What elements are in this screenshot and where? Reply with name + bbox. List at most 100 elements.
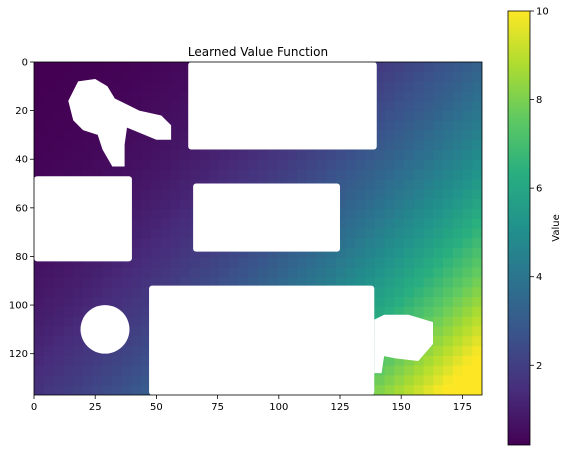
heatmap-cell (423, 189, 434, 200)
heatmap-cell (228, 277, 240, 288)
heatmap-cell (160, 238, 171, 249)
heatmap-cell (121, 287, 132, 298)
heatmap-cell (443, 267, 454, 279)
heatmap-cell (219, 257, 230, 269)
heatmap-cell (306, 159, 318, 171)
heatmap-cell (43, 277, 55, 288)
heatmap-cell (82, 169, 94, 181)
heatmap-cell (34, 62, 45, 73)
heatmap-cell (287, 267, 298, 279)
heatmap-cell (72, 130, 84, 141)
heatmap-cell (326, 248, 337, 259)
heatmap-cell (219, 159, 230, 171)
heatmap-cell (404, 375, 415, 386)
heatmap-cell (462, 346, 473, 357)
heatmap-cell (248, 257, 259, 269)
heatmap-cell (141, 189, 152, 200)
heatmap-cell (345, 248, 356, 259)
heatmap-cell (355, 169, 366, 181)
heatmap-cell (365, 277, 376, 288)
heatmap-cell (287, 169, 298, 181)
heatmap-cell (92, 130, 103, 141)
y-axis: 0 20 40 60 80 100 120 (9, 58, 34, 360)
heatmap-cell (170, 120, 181, 132)
heatmap-cell (131, 169, 142, 181)
heatmap-cell (111, 365, 123, 377)
y-tick-label: 20 (15, 106, 28, 117)
heatmap-cell (355, 159, 366, 171)
heatmap-cell (452, 326, 464, 337)
heatmap-cell (443, 346, 454, 357)
heatmap-cell (111, 346, 123, 357)
heatmap-cell (423, 199, 434, 210)
heatmap-cell (452, 228, 464, 239)
heatmap-cell (277, 150, 288, 161)
heatmap-cell (72, 316, 84, 328)
heatmap-cell (374, 218, 386, 230)
heatmap-cell (180, 150, 191, 161)
heatmap-cell (443, 375, 454, 386)
heatmap-cell (433, 218, 444, 230)
heatmap-cell (102, 257, 113, 269)
heatmap-cell (34, 159, 45, 171)
heatmap-cell (413, 248, 425, 259)
heatmap-cell (160, 62, 171, 73)
heatmap-cell (53, 130, 64, 141)
heatmap-cell (404, 287, 415, 298)
heatmap-cell (433, 189, 444, 200)
heatmap-cell (170, 257, 181, 269)
heatmap-cell (413, 71, 425, 83)
heatmap-cell (141, 326, 152, 337)
heatmap-cell (34, 140, 45, 151)
heatmap-cell (170, 189, 181, 200)
heatmap-cell (462, 287, 473, 298)
obstacles (34, 62, 433, 395)
heatmap-cell (150, 179, 162, 190)
heatmap-cell (384, 375, 395, 386)
heatmap-cell (131, 238, 142, 249)
heatmap-cell (472, 306, 482, 318)
colorbar-axis: 2 4 6 8 10 (530, 7, 549, 372)
heatmap-cell (131, 81, 142, 92)
heatmap-cell (141, 62, 152, 73)
heatmap-cell (131, 267, 142, 279)
heatmap-cell (189, 257, 201, 269)
heatmap-cell (53, 365, 64, 377)
x-tick-label: 150 (392, 402, 411, 413)
heatmap-cell (384, 81, 395, 92)
heatmap-cell (345, 257, 356, 269)
heatmap-cell (131, 277, 142, 288)
heatmap-cell (43, 326, 55, 337)
heatmap-cell (452, 287, 464, 298)
heatmap-cell (394, 287, 405, 298)
heatmap-cell (170, 81, 181, 92)
heatmap-cell (238, 267, 249, 279)
heatmap-cell (394, 159, 405, 171)
heatmap-cell (92, 277, 103, 288)
heatmap-cell (267, 248, 279, 259)
heatmap-cell (92, 62, 103, 73)
heatmap-cell (452, 316, 464, 328)
heatmap-cell (394, 267, 405, 279)
heatmap-cell (433, 199, 444, 210)
heatmap-cell (121, 365, 132, 377)
heatmap-cell (443, 62, 454, 73)
heatmap-cell (258, 150, 269, 161)
heatmap-cell (443, 257, 454, 269)
heatmap-cell (150, 248, 162, 259)
heatmap-cell (150, 81, 162, 92)
heatmap-cell (209, 257, 220, 269)
heatmap-cell (443, 71, 454, 83)
heatmap-cell (462, 238, 473, 249)
heatmap-cell (423, 218, 434, 230)
heatmap-cell (413, 228, 425, 239)
heatmap-cell (472, 110, 482, 122)
heatmap-cell (238, 169, 249, 181)
heatmap-cell (306, 267, 318, 279)
heatmap-cell (443, 208, 454, 220)
heatmap-cell (34, 287, 45, 298)
heatmap-cell (34, 365, 45, 377)
heatmap-cell (150, 101, 162, 112)
heatmap-cell (141, 238, 152, 249)
heatmap-cell (316, 267, 327, 279)
